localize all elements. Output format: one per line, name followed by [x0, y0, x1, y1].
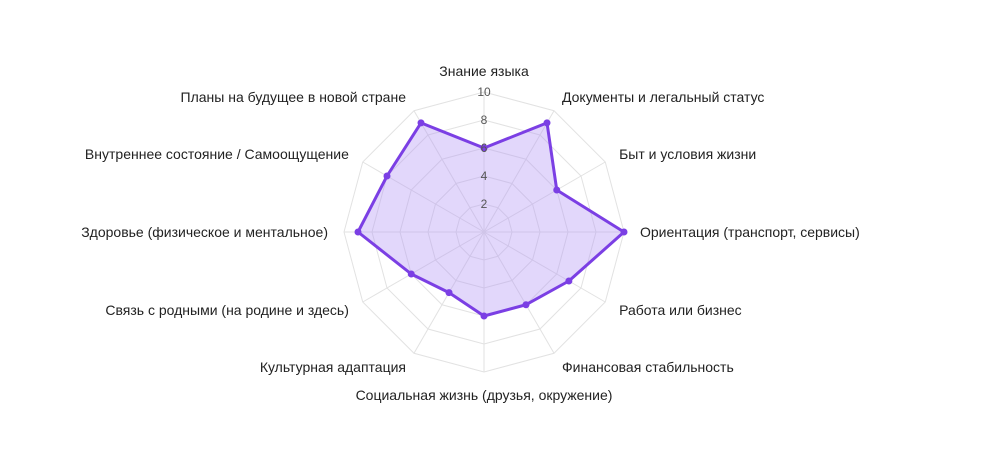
axis-labels: Знание языка Документы и легальный статус…	[81, 63, 860, 403]
grid-spoke-10	[362, 161, 485, 233]
grid-spoke-4	[483, 231, 606, 303]
grid-spoke-1	[483, 110, 555, 233]
data-point-2	[553, 186, 561, 194]
data-point-10	[383, 172, 391, 180]
category-label: Быт и условия жизни	[619, 146, 756, 162]
category-label: Ориентация (транспорт, сервисы)	[640, 224, 860, 240]
category-label: Культурная адаптация	[260, 359, 406, 375]
category-label: Документы и легальный статус	[562, 89, 764, 105]
tick-label: 10	[477, 85, 491, 99]
tick-label: 6	[481, 141, 488, 155]
category-label: Знание языка	[439, 63, 529, 79]
data-point-4	[565, 277, 573, 285]
grid-spoke-2	[483, 161, 606, 233]
category-label: Финансовая стабильность	[562, 359, 734, 375]
tick-labels: 2 4 6 8 10	[477, 85, 491, 211]
tick-label: 8	[481, 113, 488, 127]
data-point-6	[480, 312, 488, 320]
data-point-11	[417, 119, 425, 127]
category-label: Здоровье (физическое и ментальное)	[81, 224, 328, 240]
data-point-5	[522, 301, 530, 309]
series-area-0	[356, 121, 626, 318]
grid-spoke-8	[362, 231, 485, 303]
category-label: Связь с родными (на родине и здесь)	[105, 302, 349, 318]
grid-spoke-5	[483, 231, 555, 354]
data-point-3	[620, 228, 628, 236]
data-point-0	[480, 144, 488, 152]
grid-spoke-11	[413, 110, 485, 233]
data-point-1	[543, 119, 551, 127]
series	[354, 119, 628, 320]
data-point-8	[407, 270, 415, 278]
tick-label: 2	[481, 197, 488, 211]
category-label: Социальная жизнь (друзья, окружение)	[356, 387, 613, 403]
category-label: Планы на будущее в новой стране	[181, 89, 407, 105]
data-point-7	[445, 289, 453, 297]
data-point-9	[354, 228, 362, 236]
tick-label: 4	[481, 169, 488, 183]
category-label: Внутреннее состояние / Самоощущение	[85, 146, 349, 162]
category-label: Работа или бизнес	[619, 302, 742, 318]
